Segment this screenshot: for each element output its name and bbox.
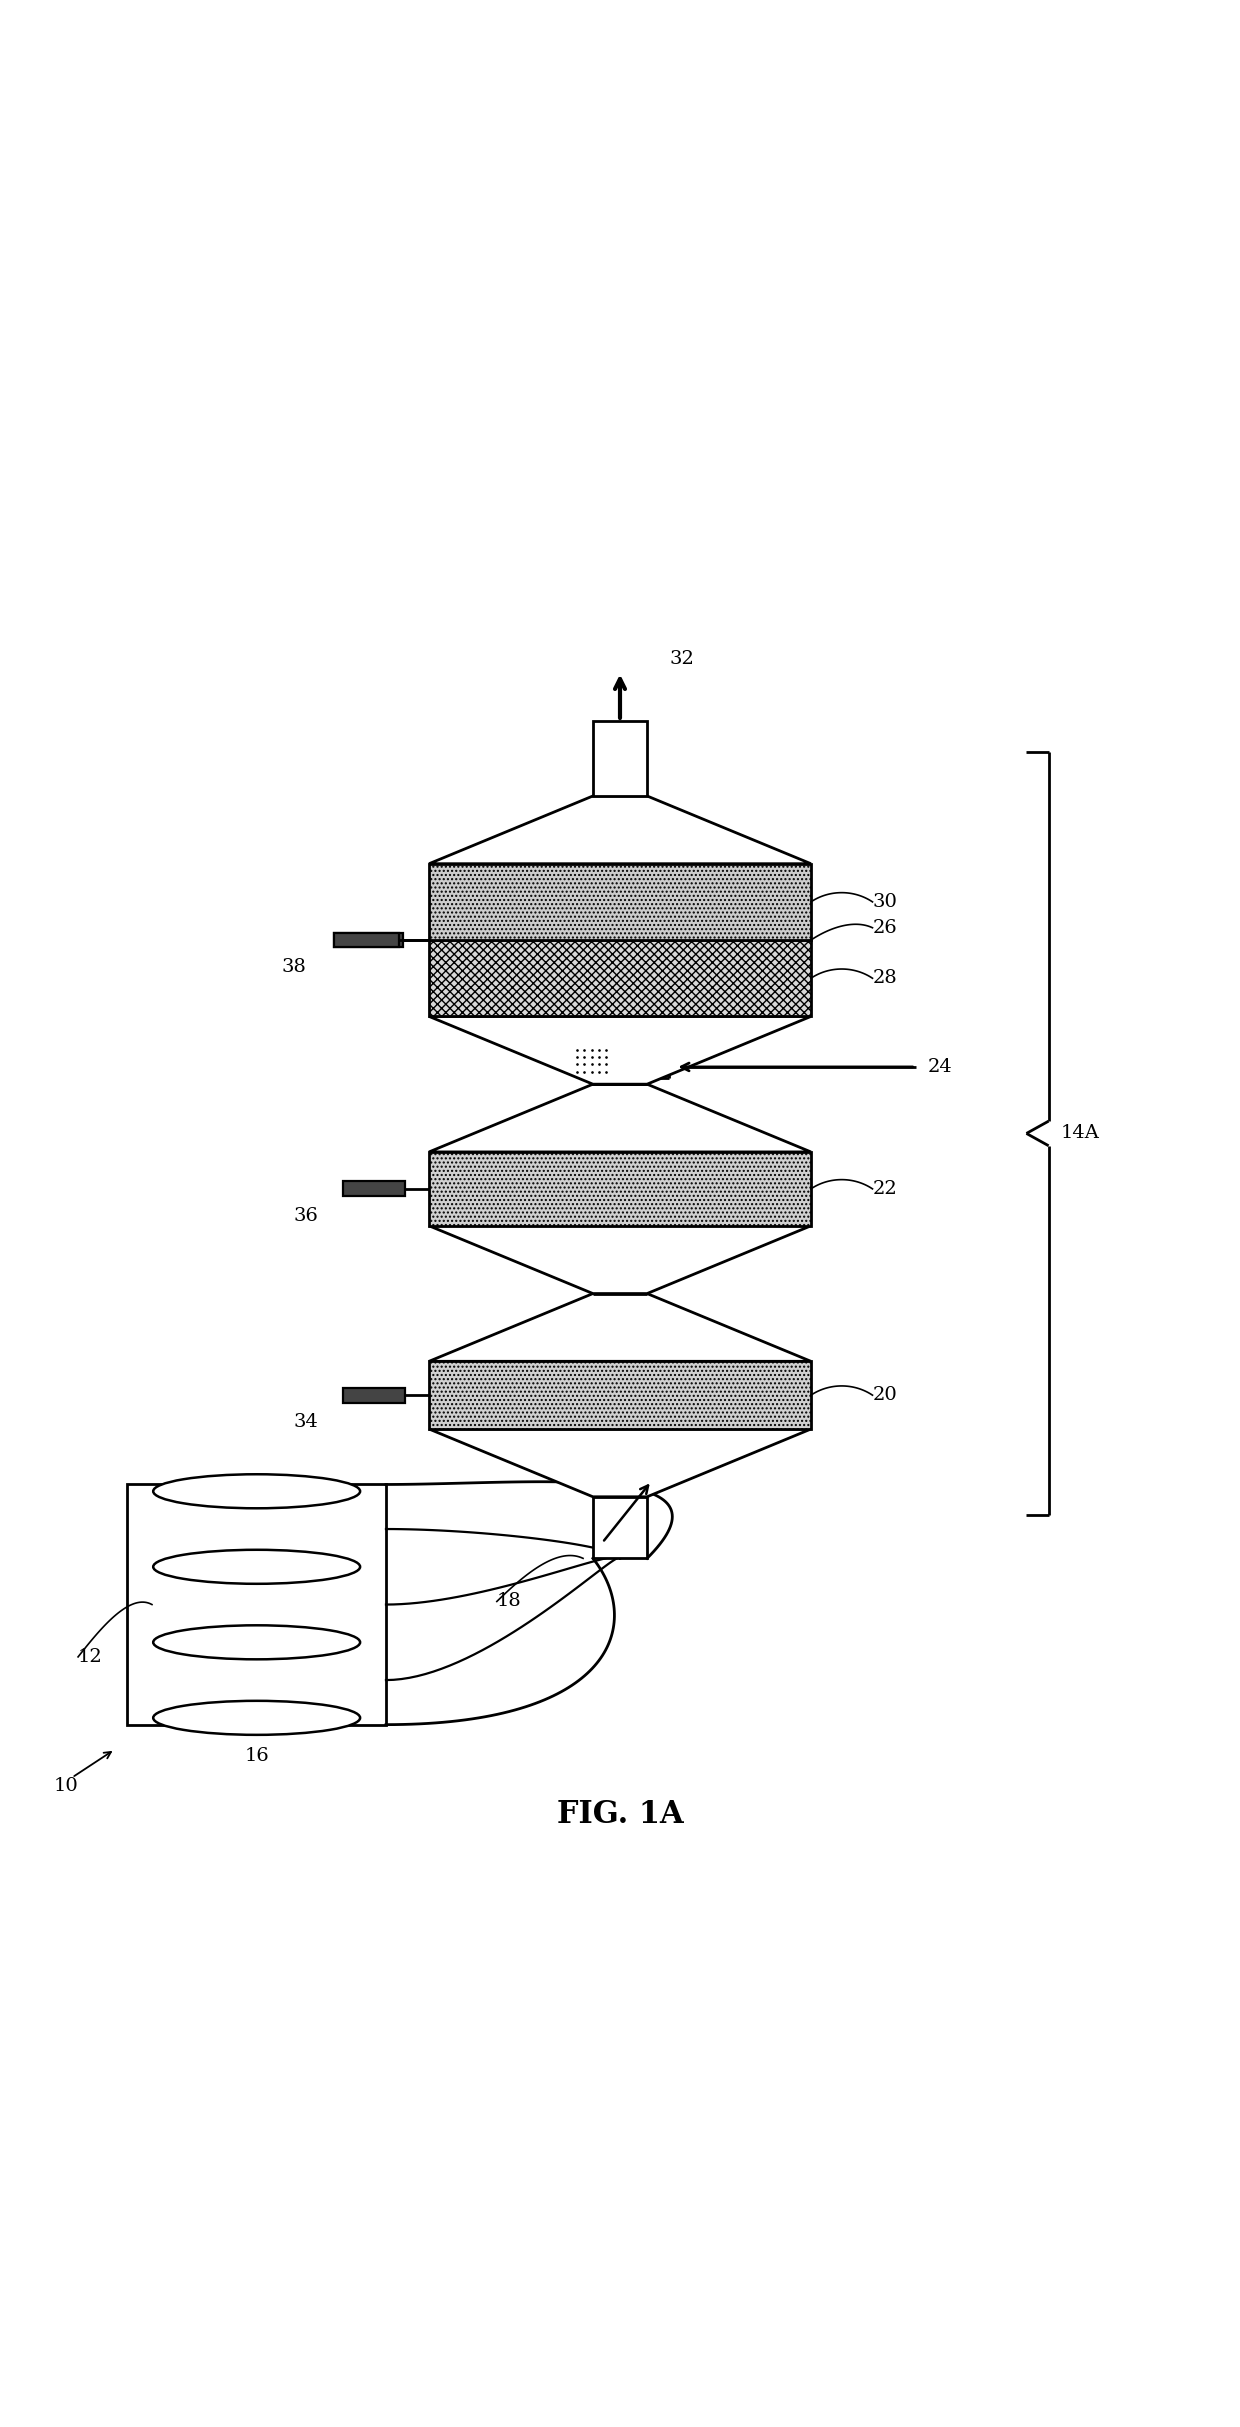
- Text: 14A: 14A: [1061, 1124, 1100, 1143]
- Text: 16: 16: [244, 1747, 269, 1764]
- Polygon shape: [386, 1483, 672, 1726]
- Text: 10: 10: [53, 1777, 78, 1796]
- Text: 20: 20: [873, 1386, 898, 1405]
- Bar: [429, 1362, 811, 1430]
- Polygon shape: [429, 1226, 811, 1294]
- Ellipse shape: [154, 1551, 360, 1585]
- Text: 34: 34: [294, 1413, 319, 1432]
- Text: 26: 26: [873, 920, 898, 937]
- Polygon shape: [128, 1485, 386, 1726]
- Text: 36: 36: [294, 1206, 319, 1226]
- Bar: [343, 1182, 405, 1197]
- Ellipse shape: [154, 1473, 360, 1507]
- Text: 30: 30: [873, 893, 898, 910]
- Bar: [335, 932, 399, 947]
- Text: 38: 38: [281, 959, 306, 976]
- Bar: [335, 932, 403, 947]
- Text: 28: 28: [873, 968, 898, 988]
- Text: 12: 12: [78, 1648, 103, 1665]
- Ellipse shape: [154, 1701, 360, 1735]
- Polygon shape: [593, 721, 647, 796]
- Text: 18: 18: [497, 1592, 522, 1612]
- Polygon shape: [429, 1017, 811, 1085]
- Text: 24: 24: [928, 1058, 952, 1075]
- Polygon shape: [429, 1294, 811, 1362]
- Polygon shape: [593, 1056, 647, 1085]
- Polygon shape: [429, 1430, 811, 1497]
- Polygon shape: [593, 1078, 647, 1085]
- Polygon shape: [593, 1497, 647, 1558]
- Polygon shape: [429, 796, 811, 864]
- Ellipse shape: [154, 1626, 360, 1660]
- Bar: [429, 864, 811, 939]
- Bar: [429, 1153, 811, 1226]
- Text: FIG. 1A: FIG. 1A: [557, 1798, 683, 1830]
- Polygon shape: [429, 1085, 811, 1153]
- Bar: [429, 939, 811, 1017]
- Text: 32: 32: [670, 650, 694, 667]
- Text: 22: 22: [873, 1180, 898, 1199]
- Bar: [343, 1388, 405, 1403]
